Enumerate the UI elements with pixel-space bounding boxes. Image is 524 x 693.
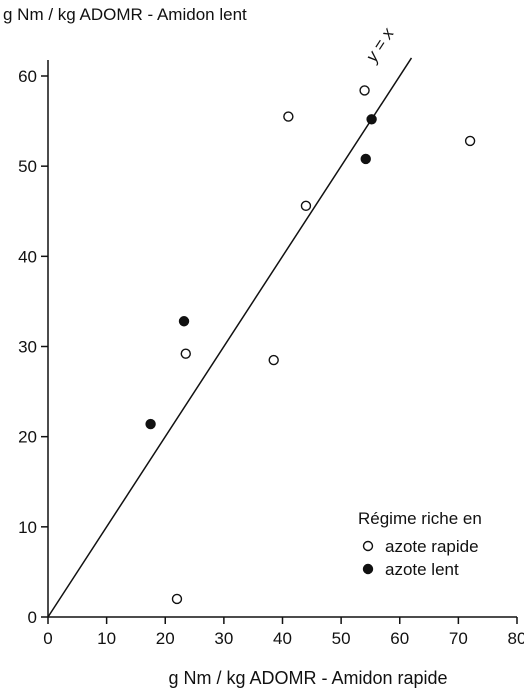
point-azote-lent (360, 153, 371, 165)
legend-label-azote-lent: azote lent (385, 560, 459, 579)
legend: Régime riche en azote rapide azote lent (358, 509, 482, 579)
y-axis-label: g Nm / kg ADOMR - Amidon lent (3, 5, 247, 24)
point-azote-rapide (300, 200, 312, 212)
y-tick-label: 0 (28, 608, 37, 627)
legend-title: Régime riche en (358, 509, 482, 528)
y-tick-label: 30 (18, 338, 37, 357)
y-ticks: 0 10 20 30 40 50 60 (18, 67, 48, 627)
x-tick-label: 0 (43, 629, 52, 648)
x-axis-label: g Nm / kg ADOMR - Amidon rapide (168, 668, 447, 688)
point-azote-rapide (171, 593, 183, 605)
x-ticks: 0 10 20 30 40 50 60 70 80 (43, 617, 524, 648)
point-azote-rapide (180, 348, 191, 359)
legend-marker-filled-circle (362, 563, 374, 575)
x-tick-label: 70 (449, 629, 468, 648)
x-tick-label: 80 (508, 629, 524, 648)
reference-line-label: y = x (361, 24, 398, 66)
point-azote-rapide (464, 135, 476, 147)
x-tick-label: 40 (273, 629, 292, 648)
legend-marker-open-circle (362, 540, 374, 552)
point-azote-rapide (268, 354, 279, 366)
x-tick-label: 10 (97, 629, 116, 648)
point-azote-lent (178, 316, 190, 327)
point-azote-rapide (283, 111, 294, 122)
y-tick-label: 50 (18, 157, 37, 176)
y-tick-label: 40 (18, 247, 37, 266)
y-tick-label: 60 (18, 67, 37, 86)
legend-label-azote-rapide: azote rapide (385, 537, 479, 556)
point-azote-lent (366, 114, 377, 125)
x-tick-label: 30 (214, 629, 233, 648)
y-tick-label: 20 (18, 428, 37, 447)
point-azote-rapide (359, 85, 370, 96)
y-tick-label: 10 (18, 518, 37, 537)
x-tick-label: 20 (156, 629, 175, 648)
point-azote-lent (145, 418, 156, 430)
x-tick-label: 60 (390, 629, 409, 648)
data-points (145, 85, 476, 605)
reference-line-y-equals-x (47, 57, 413, 618)
x-tick-label: 50 (332, 629, 351, 648)
